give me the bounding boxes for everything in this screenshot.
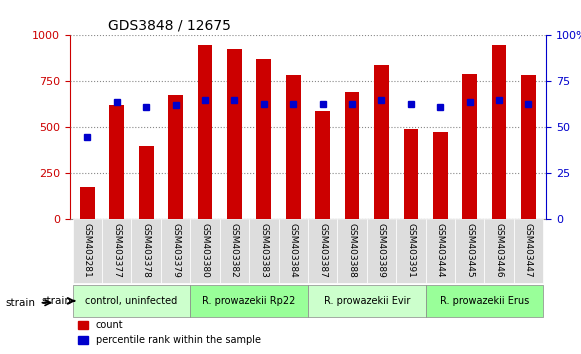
Legend: count, percentile rank within the sample: count, percentile rank within the sample — [74, 316, 265, 349]
Text: GDS3848 / 12675: GDS3848 / 12675 — [108, 19, 231, 33]
Bar — [286, 75, 300, 219]
Text: GSM403387: GSM403387 — [318, 223, 327, 278]
Bar — [80, 187, 95, 219]
FancyBboxPatch shape — [73, 285, 191, 317]
FancyBboxPatch shape — [485, 219, 514, 283]
Text: GSM403382: GSM403382 — [230, 223, 239, 278]
FancyBboxPatch shape — [73, 219, 102, 283]
Bar — [433, 132, 447, 219]
FancyBboxPatch shape — [191, 219, 220, 283]
Text: GSM403378: GSM403378 — [142, 223, 150, 278]
Bar — [168, 95, 183, 219]
Bar — [374, 65, 389, 219]
Bar — [256, 59, 271, 219]
FancyBboxPatch shape — [396, 219, 425, 283]
Bar — [521, 75, 536, 219]
Text: GSM403444: GSM403444 — [436, 223, 445, 277]
FancyBboxPatch shape — [249, 219, 278, 283]
FancyBboxPatch shape — [425, 219, 455, 283]
FancyBboxPatch shape — [308, 285, 425, 317]
Text: GSM403379: GSM403379 — [171, 223, 180, 278]
Text: GSM403391: GSM403391 — [406, 223, 415, 278]
Bar — [462, 74, 477, 219]
Text: GSM403389: GSM403389 — [377, 223, 386, 278]
Bar — [139, 146, 153, 219]
Bar — [109, 105, 124, 219]
Text: GSM403383: GSM403383 — [259, 223, 268, 278]
Bar — [404, 129, 418, 219]
FancyBboxPatch shape — [367, 219, 396, 283]
Text: GSM403447: GSM403447 — [524, 223, 533, 277]
Text: GSM403377: GSM403377 — [112, 223, 121, 278]
FancyBboxPatch shape — [131, 219, 161, 283]
FancyBboxPatch shape — [220, 219, 249, 283]
Text: GSM403446: GSM403446 — [494, 223, 504, 277]
Text: GSM403384: GSM403384 — [289, 223, 297, 278]
Text: R. prowazekii Evir: R. prowazekii Evir — [324, 296, 410, 306]
FancyBboxPatch shape — [191, 285, 308, 317]
Text: GSM403281: GSM403281 — [83, 223, 92, 278]
FancyBboxPatch shape — [308, 219, 338, 283]
Bar — [198, 45, 212, 219]
FancyBboxPatch shape — [455, 219, 485, 283]
FancyBboxPatch shape — [161, 219, 191, 283]
Bar — [492, 45, 507, 219]
Text: strain: strain — [41, 296, 71, 306]
Bar — [345, 92, 360, 219]
FancyBboxPatch shape — [338, 219, 367, 283]
Text: strain: strain — [6, 298, 36, 308]
Text: GSM403445: GSM403445 — [465, 223, 474, 277]
Text: R. prowazekii Rp22: R. prowazekii Rp22 — [202, 296, 296, 306]
FancyBboxPatch shape — [425, 285, 543, 317]
Text: R. prowazekii Erus: R. prowazekii Erus — [440, 296, 529, 306]
Text: control, uninfected: control, uninfected — [85, 296, 178, 306]
FancyBboxPatch shape — [278, 219, 308, 283]
Bar — [227, 49, 242, 219]
Text: GSM403380: GSM403380 — [200, 223, 210, 278]
Bar — [315, 111, 330, 219]
FancyBboxPatch shape — [102, 219, 131, 283]
FancyBboxPatch shape — [514, 219, 543, 283]
Text: GSM403388: GSM403388 — [347, 223, 357, 278]
